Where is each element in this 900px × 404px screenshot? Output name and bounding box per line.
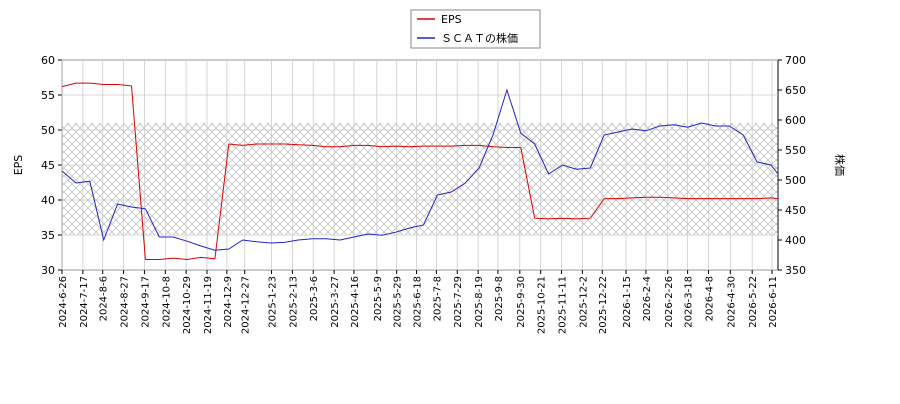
y2-tick-label: 700 (785, 54, 806, 67)
y-tick-label: 45 (41, 159, 55, 172)
x-tick-label: 2026-5-22 (748, 276, 759, 328)
x-tick-label: 2024-7-17 (79, 276, 90, 328)
y2-tick-label: 600 (785, 114, 806, 127)
x-tick-label: 2025-7-29 (453, 276, 464, 328)
y2-tick-label: 450 (785, 204, 806, 217)
x-tick-label: 2024-8-27 (120, 276, 131, 328)
legend-label: ＳＣＡＴの株価 (441, 31, 518, 45)
x-tick-label: 2024-10-8 (161, 276, 172, 328)
legend: EPS ＳＣＡＴの株価 (410, 9, 541, 49)
x-tick-label: 2024-6-26 (58, 276, 69, 328)
x-tick-label: 2024-12-9 (223, 276, 234, 328)
x-tick-label: 2026-1-15 (622, 276, 633, 328)
line-series (61, 82, 779, 261)
x-tick-label: 2025-8-19 (474, 276, 485, 328)
x-tick-label: 2025-3-6 (309, 276, 320, 321)
x-tick-label: 2024-10-29 (182, 276, 193, 334)
x-tick-label: 2025-9-8 (494, 276, 505, 321)
y2-tick-label: 650 (785, 84, 806, 97)
y-tick-label: 50 (41, 124, 55, 137)
x-tick-label: 2025-12-22 (598, 276, 609, 334)
y-tick-label: 40 (41, 194, 55, 207)
x-tick-label: 2026-6-11 (768, 276, 779, 328)
x-tick-label: 2026-4-8 (704, 276, 715, 321)
x-tick-label: 2025-7-8 (432, 276, 443, 321)
x-tick-label: 2024-9-17 (140, 276, 151, 328)
y2-tick-label: 550 (785, 144, 806, 157)
x-tick-label: 2026-2-26 (664, 276, 675, 328)
y2-axis-label: 株価 (833, 154, 847, 176)
x-tick-label: 2024-12-27 (241, 276, 252, 334)
x-tick-label: 2025-12-2 (578, 276, 589, 328)
x-tick-label: 2025-1-23 (268, 276, 279, 328)
x-tick-label: 2025-5-29 (393, 276, 404, 328)
shaded-range (62, 123, 778, 235)
x-tick-label: 2025-5-9 (373, 276, 384, 321)
x-tick-label: 2024-8-6 (99, 276, 110, 321)
x-tick-label: 2026-2-4 (642, 276, 653, 321)
y-tick-label: 30 (41, 264, 55, 277)
line-series (61, 88, 779, 251)
x-tick-label: 2025-4-16 (350, 276, 361, 328)
y-tick-label: 60 (41, 54, 55, 67)
y2-tick-label: 500 (785, 174, 806, 187)
x-tick-label: 2025-6-18 (413, 276, 424, 328)
y-tick-label: 35 (41, 229, 55, 242)
y2-tick-label: 350 (785, 264, 806, 277)
y-tick-label: 55 (41, 89, 55, 102)
y2-tick-label: 400 (785, 234, 806, 247)
x-tick-label: 2025-9-30 (516, 276, 527, 328)
x-tick-label: 2024-11-19 (203, 276, 214, 334)
x-tick-label: 2026-4-30 (726, 276, 737, 328)
x-tick-label: 2025-11-11 (558, 276, 569, 334)
legend-label: EPS (441, 13, 462, 26)
x-tick-label: 2026-3-18 (684, 276, 695, 328)
x-tick-label: 2025-10-21 (537, 276, 548, 334)
y-axis-label: EPS (12, 155, 25, 176)
x-tick-label: 2025-2-13 (288, 276, 299, 328)
x-tick-label: 2025-3-27 (330, 276, 341, 328)
